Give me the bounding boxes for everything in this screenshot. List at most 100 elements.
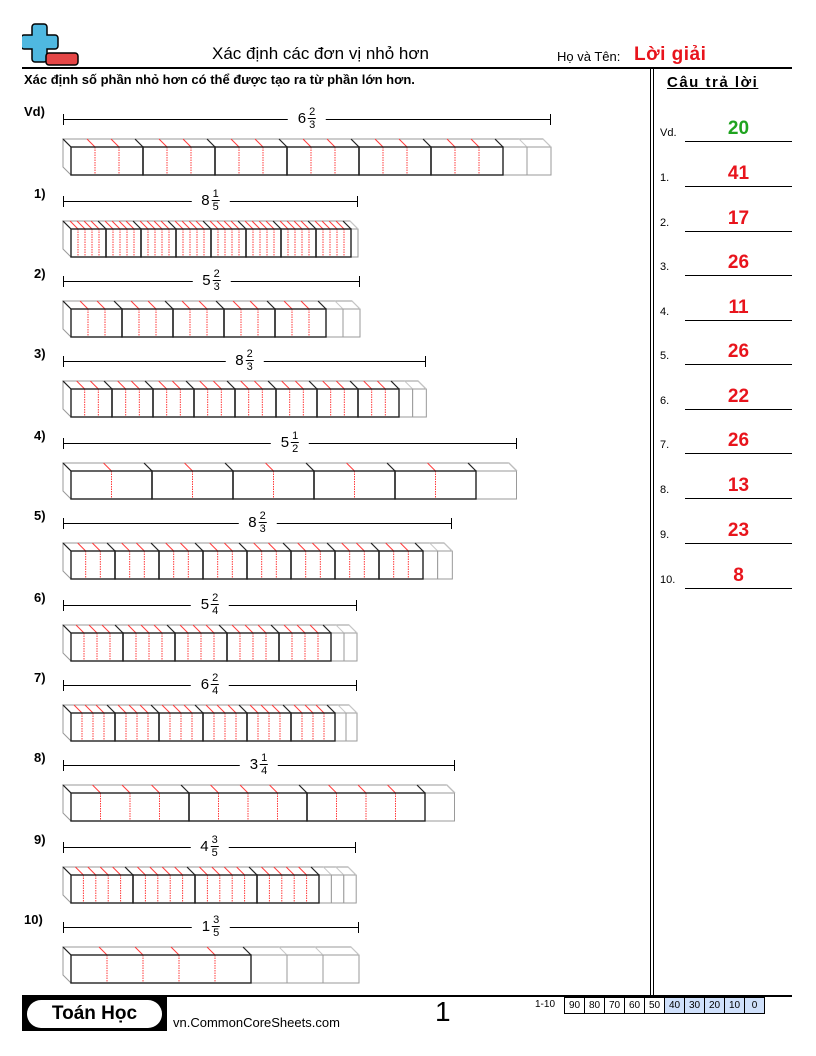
answer-label: 7. xyxy=(660,439,670,451)
numerator: 3 xyxy=(210,834,219,847)
ruler-tick xyxy=(63,114,64,125)
problem-number: 1) xyxy=(34,186,46,201)
answer-value[interactable]: 13 xyxy=(727,475,750,496)
answer-line xyxy=(685,231,792,232)
whole-part: 8 xyxy=(248,514,257,531)
problem-number: 9) xyxy=(34,832,46,847)
problem-number: Vd) xyxy=(24,104,45,119)
answer-label: 3. xyxy=(660,261,670,273)
whole-part: 8 xyxy=(235,352,244,369)
instruction: Xác định số phần nhỏ hơn có thể được tạo… xyxy=(24,72,415,87)
footer-divider xyxy=(22,995,792,997)
problem-number: 10) xyxy=(24,912,43,927)
answer-value[interactable]: 26 xyxy=(727,341,750,362)
block-diagram xyxy=(61,380,427,418)
site-link[interactable]: vn.CommonCoreSheets.com xyxy=(173,1015,340,1030)
whole-part: 5 xyxy=(202,272,211,289)
answer-value[interactable]: 20 xyxy=(727,118,750,139)
score-cell: 70 xyxy=(604,998,624,1013)
denominator: 4 xyxy=(212,685,219,697)
ruler-tick xyxy=(355,842,356,853)
column-divider xyxy=(650,69,651,996)
block-diagram xyxy=(61,542,453,580)
numerator: 2 xyxy=(308,106,317,119)
ruler-tick xyxy=(356,600,357,611)
answer-line xyxy=(685,588,792,589)
fraction-bar xyxy=(61,462,519,501)
score-cell: 90 xyxy=(568,1000,581,1011)
score-cell: 50 xyxy=(644,998,664,1013)
answer-line xyxy=(685,141,792,142)
answer-value[interactable]: 8 xyxy=(733,565,744,586)
fraction-bar xyxy=(61,624,359,663)
problem-number: 7) xyxy=(34,670,46,685)
ruler-tick xyxy=(425,356,426,367)
denominator: 3 xyxy=(213,281,220,293)
answer-row: 8. 13 xyxy=(660,469,792,499)
numerator: 3 xyxy=(212,914,221,927)
fraction-bar xyxy=(61,866,358,905)
score-cell: 60 xyxy=(624,998,644,1013)
answer-row: Vd. 20 xyxy=(660,112,792,142)
answer-label: 9. xyxy=(660,529,670,541)
answers-heading: Câu trả lời xyxy=(667,74,759,91)
block-diagram xyxy=(61,784,456,822)
answer-row: 2. 17 xyxy=(660,202,792,232)
fraction-bar xyxy=(61,380,428,419)
denominator: 5 xyxy=(211,847,218,859)
whole-part: 1 xyxy=(201,918,211,935)
ruler-tick xyxy=(451,518,452,529)
answer-line xyxy=(685,543,792,544)
name-value: Lời giải xyxy=(634,44,707,65)
answer-label: 4. xyxy=(660,306,670,318)
plus-minus-logo-icon xyxy=(20,23,79,66)
answer-row: 6. 22 xyxy=(660,380,792,410)
numerator: 2 xyxy=(258,510,267,523)
answer-line xyxy=(685,275,792,276)
numerator: 1 xyxy=(291,430,300,443)
numerator: 2 xyxy=(245,348,254,361)
denominator: 5 xyxy=(213,927,220,939)
answer-value[interactable]: 22 xyxy=(727,386,750,407)
numerator: 2 xyxy=(211,592,220,605)
ruler-tick xyxy=(63,922,64,933)
answer-line xyxy=(685,186,792,187)
fraction-bar xyxy=(61,138,553,177)
answer-value[interactable]: 26 xyxy=(727,252,750,273)
whole-part: 6 xyxy=(200,676,210,693)
denominator: 3 xyxy=(246,361,253,373)
answer-value[interactable]: 11 xyxy=(728,297,749,318)
answer-row: 5. 26 xyxy=(660,335,792,365)
ruler-tick xyxy=(63,842,64,853)
block-diagram xyxy=(61,946,360,984)
ruler-tick xyxy=(63,438,64,449)
answer-value[interactable]: 23 xyxy=(727,520,750,541)
score-cell: 40 xyxy=(664,998,684,1013)
column-divider xyxy=(653,69,654,996)
whole-part: 5 xyxy=(200,596,210,613)
ruler-tick xyxy=(63,356,64,367)
answer-label: 5. xyxy=(660,350,670,362)
score-cell: 80 xyxy=(584,998,604,1013)
block-diagram xyxy=(61,138,552,176)
fraction-bar xyxy=(61,542,454,581)
denominator: 3 xyxy=(259,523,266,535)
ruler-tick xyxy=(63,276,64,287)
answer-value[interactable]: 41 xyxy=(727,163,750,184)
numerator: 1 xyxy=(211,188,220,201)
answer-value[interactable]: 17 xyxy=(727,208,750,229)
answer-value[interactable]: 26 xyxy=(727,430,750,451)
